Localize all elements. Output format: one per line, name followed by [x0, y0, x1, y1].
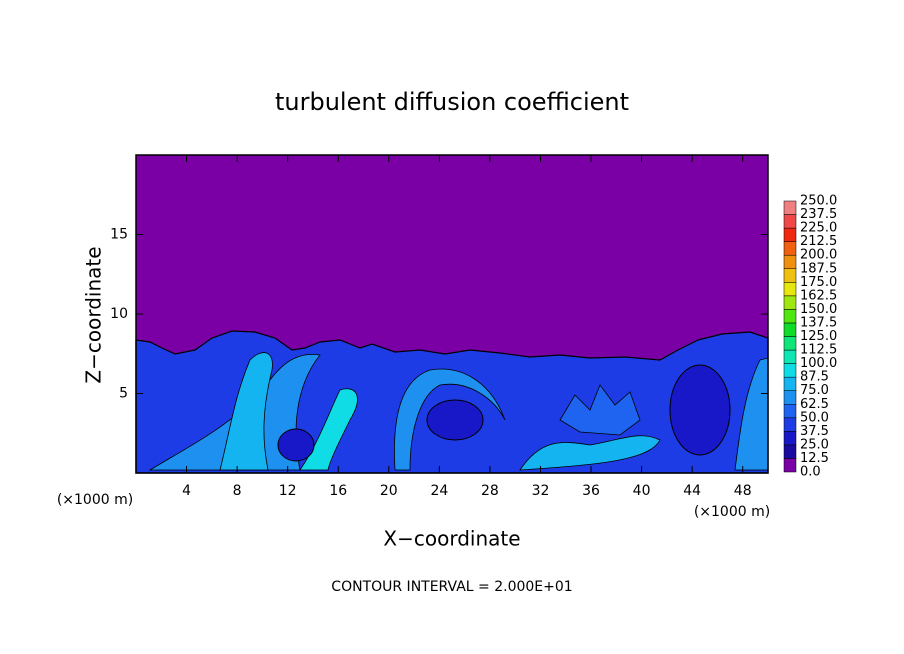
- y-axis-title: Z−coordinate: [82, 246, 106, 383]
- colorbar-label: 137.5: [800, 315, 837, 330]
- colorbar-box: [783, 349, 797, 364]
- colorbar-box: [783, 363, 797, 378]
- y-tick-label: 10: [110, 306, 128, 322]
- colorbar-box: [783, 268, 797, 283]
- x-tick-label: 28: [481, 483, 499, 499]
- field-region: [394, 368, 506, 471]
- colorbar-box: [783, 417, 797, 432]
- x-tick-label: 16: [329, 483, 347, 499]
- colorbar-box: [783, 309, 797, 324]
- chart-title: turbulent diffusion coefficient: [275, 88, 629, 116]
- colorbar-label: 187.5: [800, 261, 837, 276]
- colorbar-box: [783, 390, 797, 405]
- colorbar-box: [783, 404, 797, 419]
- x-tick-label: 36: [582, 483, 600, 499]
- field-region: [299, 388, 358, 471]
- colorbar-box: [783, 214, 797, 229]
- x-tick-label: 4: [182, 483, 191, 499]
- colorbar-label: 12.5: [800, 451, 829, 466]
- colorbar-label: 162.5: [800, 288, 837, 303]
- colorbar-box: [783, 241, 797, 256]
- x-tick-label: 48: [734, 483, 752, 499]
- colorbar-label: 75.0: [800, 383, 829, 398]
- colorbar-label: 62.5: [800, 397, 829, 412]
- x-unit-label: (×1000 m): [694, 504, 770, 520]
- colorbar-label: 125.0: [800, 329, 837, 344]
- colorbar-box: [783, 444, 797, 459]
- colorbar-label: 175.0: [800, 275, 837, 290]
- field-region: [559, 384, 641, 436]
- colorbar-label: 100.0: [800, 356, 837, 371]
- footer-note: CONTOUR INTERVAL = 2.000E+01: [331, 579, 572, 595]
- x-tick-label: 32: [532, 483, 550, 499]
- field-region: [519, 435, 661, 471]
- x-tick-label: 20: [380, 483, 398, 499]
- colorbar-box: [783, 322, 797, 337]
- plot-area: [135, 154, 769, 474]
- field-region: [734, 357, 769, 471]
- colorbar-box: [783, 431, 797, 446]
- colorbar-box: [783, 227, 797, 242]
- y-tick-label: 5: [119, 386, 128, 402]
- colorbar-label: 237.5: [800, 207, 837, 222]
- colorbar-box: [783, 458, 797, 473]
- colorbar-label: 212.5: [800, 234, 837, 249]
- x-unit-label: (×1000 m): [57, 492, 133, 508]
- colorbar-label: 37.5: [800, 424, 829, 439]
- colorbar-label: 0.0: [800, 465, 821, 480]
- colorbar-box: [783, 336, 797, 351]
- x-tick-label: 44: [683, 483, 701, 499]
- field-region: [426, 399, 484, 441]
- colorbar-label: 225.0: [800, 221, 837, 236]
- colorbar-label: 25.0: [800, 437, 829, 452]
- colorbar-label: 250.0: [800, 194, 837, 209]
- colorbar-label: 200.0: [800, 248, 837, 263]
- colorbar-box: [783, 376, 797, 391]
- x-tick-label: 12: [279, 483, 297, 499]
- colorbar-label: 50.0: [800, 410, 829, 425]
- field-region: [277, 428, 315, 462]
- x-axis-title: X−coordinate: [383, 527, 520, 551]
- colorbar-box: [783, 254, 797, 269]
- colorbar-label: 150.0: [800, 302, 837, 317]
- field-region: [669, 364, 731, 456]
- field-region: [148, 353, 321, 471]
- y-tick-label: 15: [110, 227, 128, 243]
- x-tick-label: 8: [233, 483, 242, 499]
- colorbar-label: 112.5: [800, 343, 837, 358]
- colorbar-box: [783, 200, 797, 215]
- x-tick-label: 40: [633, 483, 651, 499]
- colorbar-label: 87.5: [800, 370, 829, 385]
- x-tick-label: 24: [430, 483, 448, 499]
- colorbar-box: [783, 295, 797, 310]
- field-region: [219, 352, 273, 471]
- colorbar-box: [783, 282, 797, 297]
